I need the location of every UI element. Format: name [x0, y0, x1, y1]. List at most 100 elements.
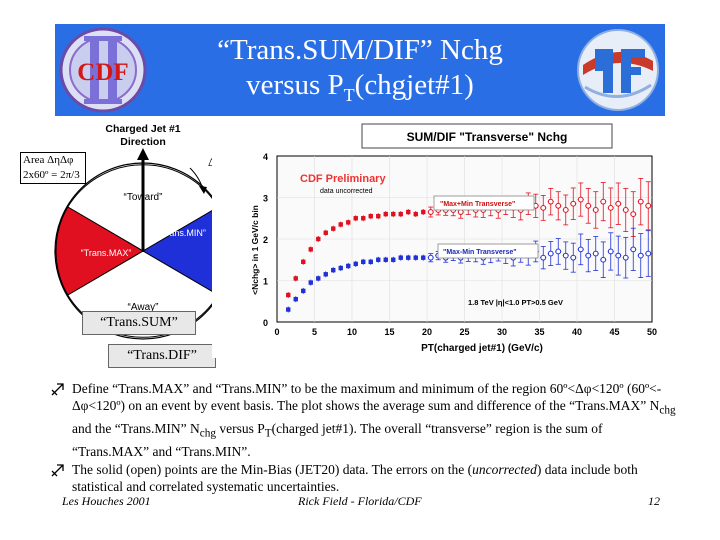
x-tick-label: 0 [274, 327, 279, 337]
bullet-list: Define “Trans.MAX” and “Trans.MIN” to be… [50, 380, 680, 495]
x-axis-label: PT(charged jet#1) (GeV/c) [421, 343, 543, 354]
bullet-2: The solid (open) points are the Min-Bias… [50, 461, 680, 496]
y-ticks: 0 1 2 3 4 [263, 152, 268, 328]
data-point-filled [406, 209, 411, 215]
data-point-open [622, 254, 629, 261]
data-point-filled [406, 255, 411, 260]
data-point-filled [421, 255, 426, 260]
data-point-filled [368, 259, 373, 265]
data-point-open [592, 207, 599, 213]
data-point-filled [421, 209, 426, 215]
data-point-open [427, 209, 434, 215]
nchg-plot: SUM/DIF "Transverse" Nchg 0 1 2 3 4 0 5 10 15 20… [212, 120, 667, 358]
jet-direction-label-1: Charged Jet #1 [105, 123, 180, 135]
x-tick-label: 15 [384, 327, 394, 337]
area-line-1: Area ΔηΔφ [23, 154, 74, 166]
away-label: “Away” [128, 302, 159, 313]
y-tick-label: 3 [263, 194, 268, 204]
data-point-filled [353, 261, 358, 267]
x-tick-label: 45 [609, 327, 619, 337]
legend-max-minus-min [437, 243, 539, 259]
data-point-filled [376, 213, 381, 219]
data-point-filled [338, 222, 343, 227]
data-point-open [555, 248, 562, 255]
title-line-1: “Trans.SUM/DIF” Nchg [217, 34, 503, 66]
data-point-filled [383, 257, 388, 262]
data-point-open [577, 196, 584, 203]
data-point-filled [301, 288, 306, 294]
data-point-open [562, 207, 569, 213]
data-point-open [585, 252, 592, 259]
data-point-filled [316, 236, 321, 242]
data-point-filled [391, 257, 396, 262]
data-point-open [630, 246, 637, 253]
data-point-filled [346, 263, 351, 269]
data-point-filled [293, 276, 298, 281]
data-point-filled [413, 255, 418, 260]
florida-logo [577, 29, 659, 111]
data-point-open [540, 254, 547, 261]
data-point-open [577, 246, 584, 253]
data-point-open [645, 202, 652, 209]
data-point-open [615, 252, 622, 259]
data-point-filled [331, 267, 336, 273]
data-point-filled [323, 272, 328, 277]
footer-venue: Les Houches 2001 [62, 494, 151, 508]
data-point-filled [353, 216, 358, 221]
data-point-filled [398, 211, 403, 217]
trans-sum-label: “Trans.SUM” [82, 311, 196, 335]
trans-min-label: “Trans.MIN” [158, 228, 206, 238]
data-point-open [592, 250, 599, 257]
data-point-filled [301, 259, 306, 265]
data-point-filled [413, 211, 418, 217]
data-point-filled [346, 220, 351, 225]
data-point-filled [361, 259, 366, 265]
data-point-open [570, 254, 577, 261]
data-point-filled [286, 307, 291, 312]
bullet-1: Define “Trans.MAX” and “Trans.MIN” to be… [50, 380, 680, 461]
data-point-open [555, 202, 562, 209]
data-point-filled [398, 255, 403, 260]
x-tick-label: 50 [647, 327, 657, 337]
data-point-open [562, 252, 569, 259]
arrow-bullet-icon [51, 383, 64, 396]
x-tick-label: 35 [534, 327, 544, 337]
data-point-filled [376, 257, 381, 262]
data-point-filled [391, 211, 396, 217]
data-point-open [600, 198, 607, 205]
jet-direction-label-2: Direction [120, 136, 166, 148]
data-point-open [630, 211, 637, 217]
title-banner [55, 24, 665, 116]
data-point-filled [361, 216, 366, 221]
slide-title: “Trans.SUM/DIF” Nchg versus PT(chgjet#1) [150, 33, 570, 113]
data-point-open [607, 204, 614, 211]
data-point-open [540, 204, 547, 211]
legend-max-minus-min-text: "Max-Min Transverse" [443, 249, 517, 256]
trans-max-region [55, 206, 144, 296]
cut-label: 1.8 TeV |η|<1.0 PT>0.5 GeV [468, 298, 563, 307]
data-point-filled [338, 265, 343, 271]
area-annotation-box: Area ΔηΔφ 2x60º = 2π/3 [20, 152, 86, 184]
cdf-preliminary-label: CDF Preliminary [300, 173, 386, 185]
data-point-open [547, 198, 554, 205]
legend-max-plus-min [433, 195, 535, 211]
plot-title-box [361, 123, 613, 149]
data-point-filled [308, 247, 313, 252]
x-tick-label: 5 [312, 327, 317, 337]
trans-max-label: “Trans.MAX” [81, 248, 132, 258]
plot-title: SUM/DIF "Transverse" Nchg [407, 130, 568, 144]
data-point-open [600, 256, 607, 263]
y-tick-label: 1 [263, 277, 268, 287]
data-point-filled [331, 226, 336, 231]
toward-label: “Toward” [124, 192, 163, 203]
data-uncorrected-label: data uncorrected [320, 188, 373, 195]
data-point-open [585, 202, 592, 209]
data-point-filled [383, 211, 388, 217]
trans-dif-label: “Trans.DIF” [108, 344, 216, 368]
data-point-open [427, 254, 434, 261]
x-tick-label: 30 [497, 327, 507, 337]
x-tick-label: 40 [572, 327, 582, 337]
data-point-open [645, 250, 652, 257]
data-point-filled [308, 280, 313, 285]
legend-max-plus-min-text: "Max+Min Transverse" [440, 201, 515, 208]
